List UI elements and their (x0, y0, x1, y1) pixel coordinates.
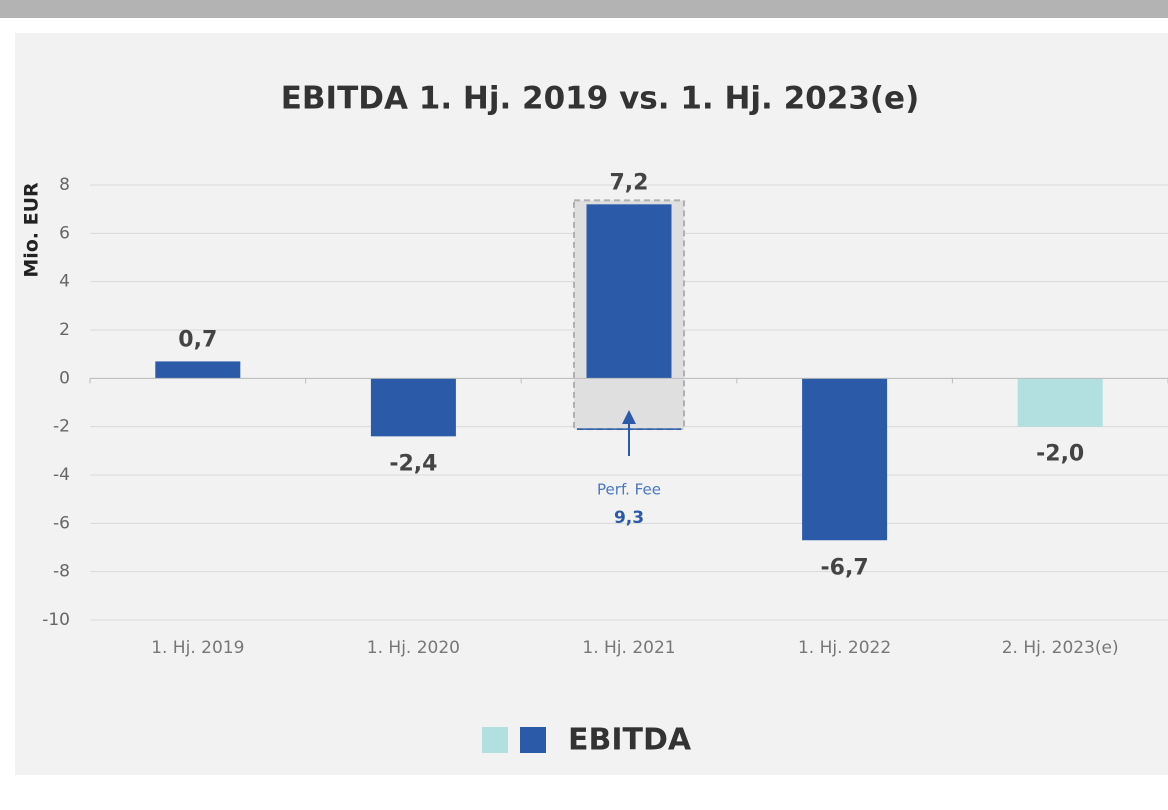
legend-swatch (520, 727, 546, 753)
bar (155, 361, 241, 379)
y-tick-label: -8 (53, 562, 70, 582)
chart-title: EBITDA 1. Hj. 2019 vs. 1. Hj. 2023(e) (281, 81, 920, 117)
bar (370, 378, 456, 437)
y-tick-label: 0 (59, 368, 70, 388)
y-tick-label: 8 (59, 175, 70, 195)
x-tick-label: 1. Hj. 2020 (367, 638, 460, 658)
y-tick-label: -6 (53, 513, 70, 533)
value-label: 7,2 (610, 170, 649, 195)
x-tick-label: 2. Hj. 2023(e) (1002, 638, 1119, 658)
value-label: -2,0 (1036, 442, 1084, 467)
bar (586, 204, 672, 379)
x-tick-label: 1. Hj. 2021 (582, 638, 675, 658)
y-axis-label: Mio. EUR (21, 182, 43, 278)
x-tick-label: 1. Hj. 2022 (798, 638, 891, 658)
bar (802, 378, 888, 541)
bar (1017, 378, 1103, 427)
x-tick-label: 1. Hj. 2019 (151, 638, 244, 658)
y-tick-label: -10 (42, 610, 70, 630)
y-tick-label: 4 (59, 272, 70, 292)
legend-label: EBITDA (568, 723, 692, 758)
annotation-text: Perf. Fee (597, 481, 661, 499)
value-label: -2,4 (389, 451, 437, 476)
value-label: 0,7 (178, 327, 217, 352)
perf-fee-arrowhead (622, 410, 636, 424)
y-tick-label: 2 (59, 320, 70, 340)
y-tick-label: -4 (53, 465, 70, 485)
annotation-value: 9,3 (614, 508, 644, 528)
legend-swatch (482, 727, 508, 753)
y-tick-label: 6 (59, 223, 70, 243)
top-bar (0, 0, 1168, 18)
y-tick-label: -2 (53, 417, 70, 437)
value-label: -6,7 (821, 555, 869, 580)
